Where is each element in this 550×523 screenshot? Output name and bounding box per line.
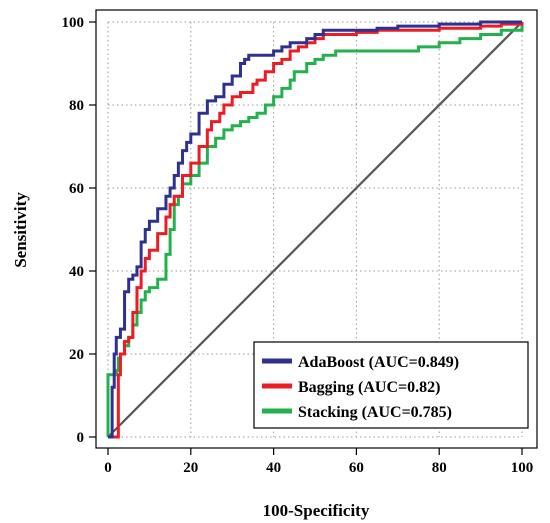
x-tick-label: 0 — [104, 460, 112, 476]
y-tick-label: 100 — [62, 15, 85, 31]
reference-line-group — [107, 21, 523, 438]
reference-line — [107, 21, 523, 438]
x-tick-label: 60 — [349, 460, 364, 476]
x-tick-label: 20 — [183, 460, 198, 476]
y-tick-label: 40 — [69, 264, 84, 280]
y-axis-title: Sensitivity — [11, 192, 30, 268]
x-tick-label: 80 — [432, 460, 447, 476]
y-tick-label: 60 — [69, 181, 84, 197]
legend: AdaBoost (AUC=0.849) Bagging (AUC=0.82) St… — [253, 341, 529, 429]
legend-label-0: AdaBoost (AUC=0.849) — [298, 354, 459, 371]
y-tick-label: 20 — [69, 347, 84, 363]
x-axis-title: 100-Specificity — [263, 501, 370, 520]
y-tick-label: 0 — [77, 430, 85, 446]
series-line-1 — [108, 22, 524, 439]
x-tick-label: 40 — [266, 460, 281, 476]
y-tick-label: 80 — [69, 98, 84, 114]
legend-label-1: Bagging (AUC=0.82) — [298, 379, 440, 396]
plot-frame — [95, 9, 538, 449]
series-line-0 — [108, 20, 522, 439]
legend-label-2: Stacking (AUC=0.785) — [298, 404, 452, 421]
series-line-2 — [106, 22, 524, 437]
axis-ticks: 0 20 40 60 80 100 0 20 40 60 80 100 — [62, 15, 534, 476]
x-tick-label: 100 — [511, 460, 534, 476]
legend-box — [253, 341, 529, 429]
series-lines — [106, 20, 524, 439]
